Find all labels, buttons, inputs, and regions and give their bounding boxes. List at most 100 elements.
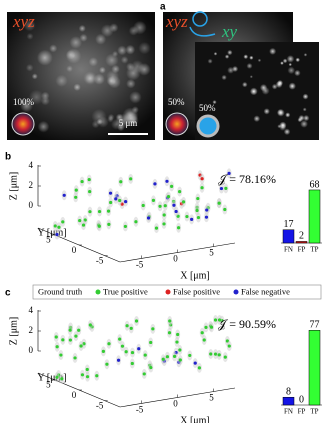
scatter-point bbox=[146, 216, 151, 220]
scatter-point bbox=[130, 350, 135, 355]
value-label: 8 bbox=[286, 387, 291, 398]
y-axis-label: Y [μm] bbox=[37, 372, 66, 383]
spot bbox=[91, 120, 100, 129]
spot bbox=[125, 44, 136, 55]
spot bbox=[303, 114, 310, 122]
spot bbox=[213, 52, 218, 56]
scatter-point bbox=[178, 190, 182, 194]
scatter-point bbox=[87, 177, 91, 182]
spot bbox=[126, 78, 136, 89]
spot bbox=[78, 24, 86, 32]
scatter-point bbox=[125, 324, 129, 328]
scatter-point bbox=[118, 198, 122, 203]
scatter-point bbox=[167, 331, 172, 335]
x-axis-label: X [μm] bbox=[180, 270, 210, 281]
scatter-point bbox=[74, 334, 78, 338]
legend-marker bbox=[233, 289, 239, 295]
spot bbox=[138, 41, 151, 55]
spot bbox=[73, 83, 81, 91]
scatter-point bbox=[165, 179, 169, 183]
scatter-point bbox=[223, 207, 227, 212]
scatter-point bbox=[153, 182, 157, 186]
z-tick-label: 4 bbox=[29, 305, 34, 315]
spot bbox=[227, 49, 233, 56]
scatter-point bbox=[101, 349, 105, 353]
image-title: xy bbox=[221, 22, 238, 41]
scatter-point bbox=[120, 344, 125, 348]
scatter-point bbox=[73, 356, 77, 360]
category-label: FN bbox=[284, 246, 293, 254]
highlight-circle bbox=[192, 11, 208, 27]
pupil-inset bbox=[11, 112, 35, 136]
bar bbox=[295, 241, 308, 244]
scatter-point bbox=[213, 318, 218, 322]
scatter-point bbox=[209, 325, 214, 329]
scatter-point bbox=[77, 328, 81, 332]
x-tick-label: -5 bbox=[136, 405, 144, 415]
y-tick-label: 5 bbox=[46, 234, 51, 244]
scatter-point bbox=[193, 361, 197, 365]
spot bbox=[283, 128, 291, 136]
spot bbox=[79, 33, 88, 42]
y-tick-label: 5 bbox=[46, 379, 51, 389]
scatter-point bbox=[209, 352, 213, 356]
y-tick-label: 0 bbox=[72, 390, 77, 400]
scatter-point bbox=[149, 365, 153, 370]
scatter-point bbox=[175, 340, 179, 344]
percent-label: 50% bbox=[199, 103, 216, 113]
scatter-point bbox=[154, 226, 159, 230]
scatter-point bbox=[227, 171, 231, 175]
scatter-point bbox=[162, 213, 166, 217]
spot bbox=[41, 91, 50, 101]
arrow bbox=[189, 26, 216, 37]
scatter-point bbox=[143, 353, 147, 357]
scatter-point bbox=[114, 197, 118, 201]
legend-label: True positive bbox=[103, 286, 148, 296]
scatter-point bbox=[61, 220, 65, 224]
spot bbox=[212, 100, 217, 105]
scatter-point bbox=[204, 325, 208, 329]
legend-marker bbox=[95, 289, 101, 295]
scatter-point bbox=[106, 209, 111, 213]
spot bbox=[279, 123, 287, 131]
legend-label: False positive bbox=[173, 286, 220, 296]
scatter-point bbox=[217, 201, 221, 205]
spot bbox=[65, 49, 76, 60]
scatter-point bbox=[178, 348, 182, 352]
bar bbox=[308, 330, 321, 406]
z-tick-label: 2 bbox=[29, 180, 34, 190]
spot bbox=[302, 107, 307, 112]
scatter-point bbox=[55, 232, 59, 237]
spot bbox=[107, 116, 114, 123]
scatter-point bbox=[176, 332, 180, 337]
spot bbox=[99, 66, 106, 74]
scatter-point bbox=[205, 208, 209, 212]
spot bbox=[37, 120, 50, 133]
scatter-point bbox=[188, 353, 192, 358]
x-tick-label: 5 bbox=[209, 248, 214, 258]
spot bbox=[221, 74, 227, 81]
spot bbox=[249, 87, 258, 96]
scatter-point bbox=[68, 338, 72, 342]
spot bbox=[117, 45, 127, 56]
spot bbox=[294, 69, 301, 77]
scatter-point bbox=[172, 354, 177, 359]
scatter-point bbox=[129, 326, 133, 330]
scatter-point bbox=[124, 200, 128, 204]
category-label: FN bbox=[284, 408, 293, 416]
spot bbox=[295, 57, 301, 63]
scatter-point bbox=[204, 215, 209, 219]
spot bbox=[277, 109, 284, 116]
spot bbox=[20, 99, 34, 113]
value-label: 2 bbox=[299, 231, 304, 242]
scatter-point bbox=[74, 188, 78, 192]
scatter-point bbox=[213, 352, 218, 356]
spot bbox=[117, 123, 125, 132]
spot bbox=[224, 54, 230, 59]
value-label: 0 bbox=[299, 394, 304, 405]
value-label: 68 bbox=[310, 179, 320, 190]
scatter-point bbox=[217, 318, 222, 322]
legend-label: Ground truth bbox=[38, 286, 83, 296]
chart-title: 𝒥 = 78.16% bbox=[218, 172, 276, 186]
scatter-point bbox=[174, 209, 178, 214]
